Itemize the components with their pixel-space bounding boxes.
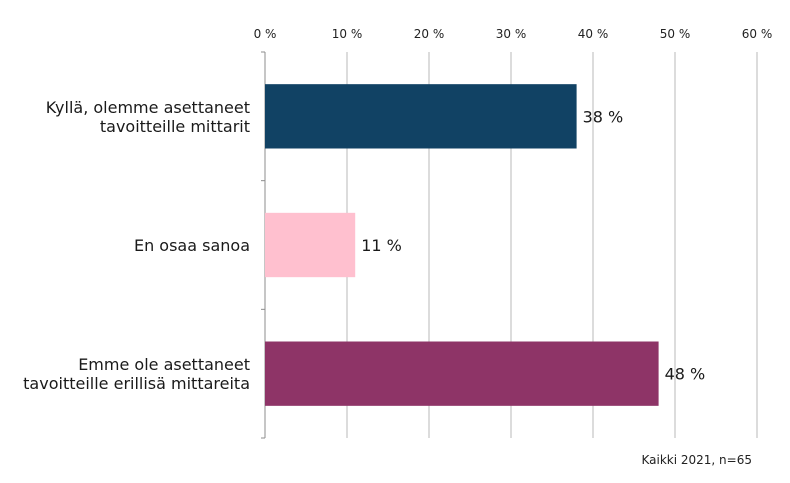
category-label: Kyllä, olemme asettaneet tavoitteille mit…	[46, 98, 250, 136]
x-tick-label: 50 %	[660, 27, 691, 41]
x-tick-label: 20 %	[414, 27, 445, 41]
bar	[265, 341, 659, 406]
category-label: En osaa sanoa	[134, 236, 250, 255]
x-tick-label: 60 %	[742, 27, 773, 41]
x-tick-label: 30 %	[496, 27, 527, 41]
bar	[265, 212, 356, 278]
bar-value-label: 11 %	[361, 236, 402, 255]
bar-value-label: 38 %	[583, 107, 624, 126]
category-label: Emme ole asettaneet tavoitteille erillisä…	[23, 355, 250, 393]
x-tick-label: 40 %	[578, 27, 609, 41]
bar	[265, 84, 577, 149]
x-tick-label: 0 %	[254, 27, 277, 41]
axes	[261, 51, 266, 439]
bar-value-label: 48 %	[665, 365, 706, 384]
x-tick-label: 10 %	[332, 27, 363, 41]
source-note: Kaikki 2021, n=65	[642, 453, 753, 467]
bars	[265, 84, 659, 406]
labels: 0 % 10 % 20 % 30 % 40 % 50 % 60 % 38 % Kyllä, ol…	[23, 27, 772, 393]
